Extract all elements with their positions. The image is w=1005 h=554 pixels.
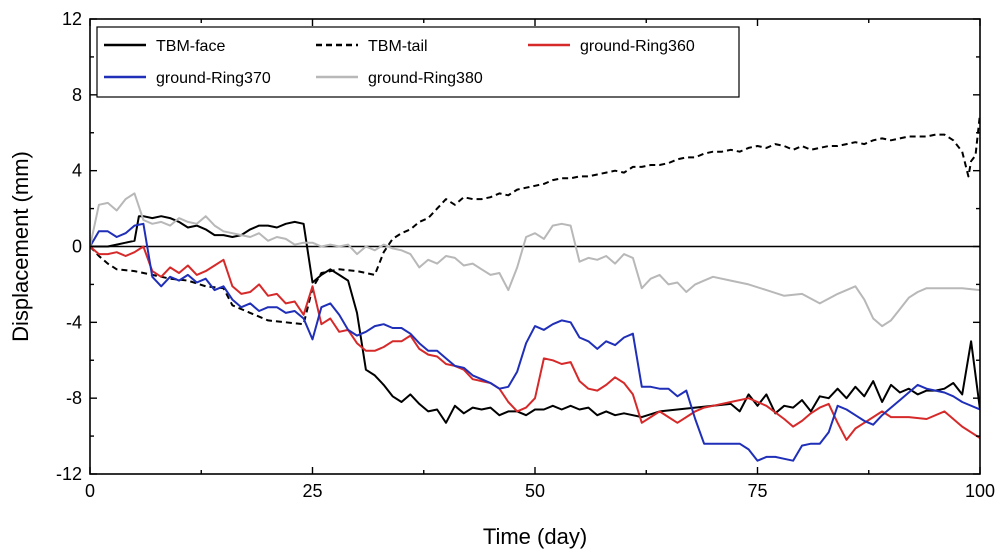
y-tick-label: 4 — [72, 161, 82, 181]
x-tick-label: 25 — [302, 481, 322, 501]
legend-box — [96, 26, 740, 98]
y-tick-label: 0 — [72, 237, 82, 257]
series-line-tbm-face — [90, 215, 980, 424]
series-layer — [90, 113, 980, 462]
x-tick-label: 0 — [85, 481, 95, 501]
x-tick-label: 75 — [747, 481, 767, 501]
legend-label-ground-ring380: ground-Ring380 — [368, 70, 483, 87]
legend-label-ground-ring360: ground-Ring360 — [580, 38, 695, 55]
x-axis-title: Time (day) — [483, 524, 587, 549]
y-axis-title: Displacement (mm) — [8, 151, 33, 342]
series-line-tbm-tail — [90, 113, 980, 326]
y-tick-label: 8 — [72, 85, 82, 105]
legend-label-tbm-tail: TBM-tail — [368, 38, 428, 55]
y-tick-label: -12 — [56, 464, 82, 484]
series-line-ground-ring360 — [90, 245, 980, 441]
legend-label-tbm-face: TBM-face — [156, 38, 225, 55]
series-line-ground-ring370 — [90, 222, 980, 462]
y-tick-label: -4 — [66, 312, 82, 332]
y-tick-label: -8 — [66, 388, 82, 408]
series-line-ground-ring380 — [90, 192, 980, 328]
x-tick-label: 50 — [525, 481, 545, 501]
axes-layer: 0 25 50 75 100 -12 -8 -4 0 4 8 12 — [56, 9, 995, 501]
legend: TBM-face TBM-tail ground-Ring360 ground-Rin… — [96, 26, 740, 98]
legend-label-ground-ring370: ground-Ring370 — [156, 70, 271, 87]
x-tick-label: 100 — [965, 481, 995, 501]
y-tick-label: 12 — [62, 9, 82, 29]
